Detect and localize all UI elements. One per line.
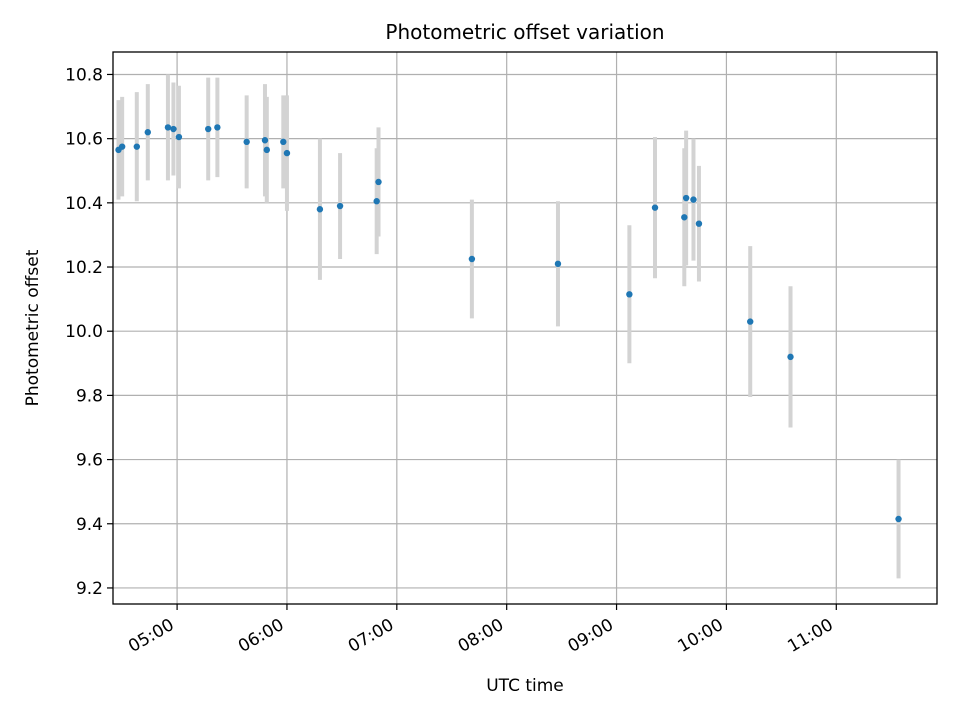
- data-point: [261, 137, 269, 144]
- x-tick-label: 05:00: [125, 615, 177, 657]
- data-point: [283, 149, 291, 157]
- data-point: [682, 194, 690, 202]
- data-points: [115, 124, 902, 523]
- data-point: [214, 124, 221, 131]
- y-tick-label: 9.4: [76, 515, 103, 535]
- data-point: [316, 206, 324, 213]
- grid: [113, 52, 937, 604]
- data-point: [118, 143, 126, 150]
- x-tick-label: 07:00: [345, 615, 397, 657]
- y-tick-label: 10.8: [65, 65, 103, 85]
- data-point: [170, 125, 177, 133]
- x-tick-label: 09:00: [565, 615, 617, 657]
- y-tick-label: 9.8: [76, 386, 103, 406]
- data-point: [175, 133, 183, 141]
- data-point: [747, 318, 754, 325]
- data-point: [554, 260, 562, 268]
- data-point: [133, 143, 141, 150]
- y-tick-label: 10.0: [65, 322, 103, 342]
- data-point: [681, 214, 688, 221]
- x-axis-label: UTC time: [486, 676, 564, 696]
- data-point: [336, 202, 344, 210]
- data-point: [695, 220, 703, 227]
- y-axis-label: Photometric offset: [23, 249, 43, 406]
- data-point: [205, 125, 212, 133]
- y-tick-label: 10.2: [65, 258, 103, 278]
- y-tick-label: 10.4: [65, 194, 103, 214]
- data-point: [263, 146, 271, 154]
- x-tick-label: 11:00: [784, 615, 836, 657]
- data-point: [690, 196, 697, 203]
- data-point: [164, 124, 172, 131]
- data-point: [787, 353, 794, 361]
- plot-frame: [112, 51, 938, 605]
- x-tick-label: 06:00: [235, 615, 287, 657]
- data-point: [895, 515, 902, 523]
- data-point: [626, 291, 633, 298]
- x-tick-label: 08:00: [455, 615, 507, 657]
- data-point: [373, 198, 380, 205]
- data-point: [375, 178, 382, 186]
- data-point: [144, 129, 151, 136]
- y-axis: 9.2 9.4 9.6 9.8 10.0 10.2 10.4 10.6 10.8: [65, 65, 113, 599]
- y-tick-label: 10.6: [65, 130, 103, 150]
- x-tick-label: 10:00: [674, 615, 726, 657]
- chart-title: Photometric offset variation: [385, 20, 664, 44]
- errorbars: [116, 74, 901, 579]
- data-point: [651, 204, 659, 211]
- x-axis: 05:00 06:00 07:00 08:00 09:00 10:00 11:00: [125, 604, 837, 657]
- y-tick-label: 9.2: [76, 579, 103, 599]
- y-tick-label: 9.6: [76, 451, 103, 471]
- data-point: [243, 138, 250, 146]
- data-point: [280, 138, 287, 146]
- data-point: [468, 255, 476, 263]
